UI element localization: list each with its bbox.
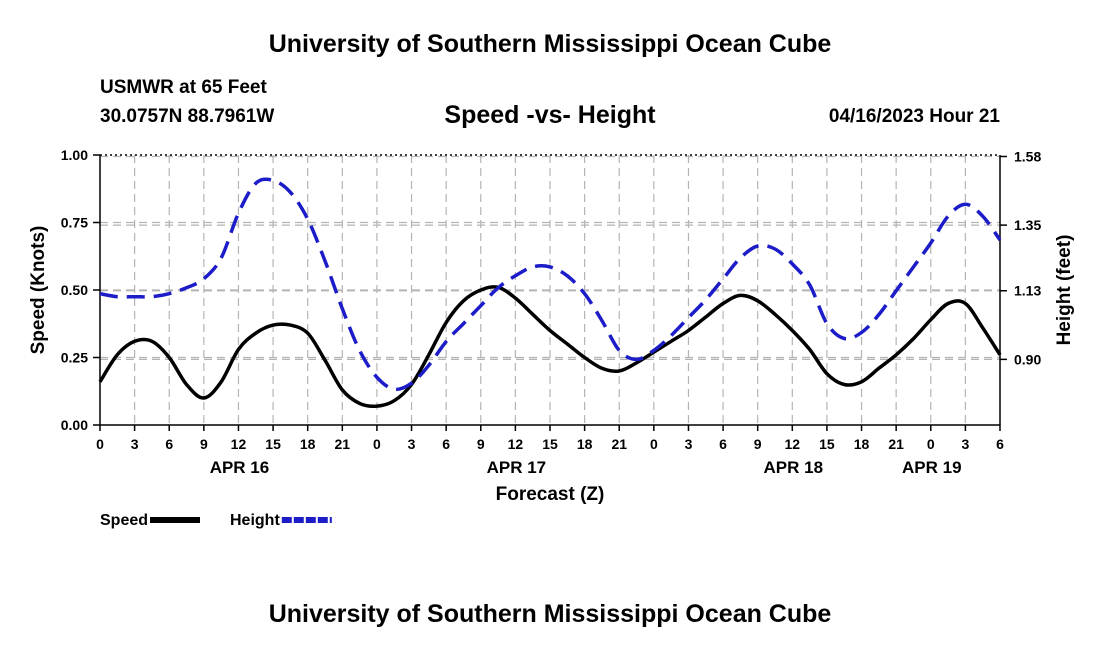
y2-tick-label: 1.13 <box>1014 283 1041 299</box>
x-tick-label: 21 <box>611 436 627 452</box>
series-line-height <box>99 177 1002 392</box>
x-tick-label: 9 <box>200 436 208 452</box>
y-tick-label: 0.75 <box>61 215 88 231</box>
x-tick-label: 0 <box>96 436 104 452</box>
y-axis-title: Speed (Knots) <box>28 226 49 355</box>
x-tick-label: 0 <box>650 436 658 452</box>
x-tick-label: 3 <box>408 436 416 452</box>
y2-tick-label: 1.35 <box>1014 217 1041 233</box>
forecast-datetime: 04/16/2023 Hour 21 <box>828 106 1000 127</box>
x-tick-label: 3 <box>961 436 969 452</box>
date-label: APR 19 <box>902 458 962 477</box>
axes <box>93 154 1007 431</box>
x-tick-label: 9 <box>477 436 485 452</box>
legend: Speed Height <box>100 512 332 529</box>
footer-title: University of Southern Mississippi Ocean… <box>268 600 832 628</box>
x-tick-label: 0 <box>927 436 935 452</box>
gridlines <box>100 155 1000 425</box>
series-lines <box>98 177 1002 409</box>
x-tick-label: 18 <box>300 436 316 452</box>
x-tick-label: 15 <box>819 436 835 452</box>
y-tick-label: 1.00 <box>61 147 88 163</box>
x-axis-title: Forecast (Z) <box>496 484 605 505</box>
x-tick-label: 12 <box>785 436 801 452</box>
series-line-speed <box>98 285 1002 409</box>
chart-title: University of Southern Mississippi Ocean… <box>268 30 832 58</box>
x-tick-label: 15 <box>542 436 558 452</box>
x-tick-label: 18 <box>577 436 593 452</box>
y-tick-label: 0.25 <box>61 350 88 366</box>
x-tick-label: 6 <box>442 436 450 452</box>
station-label: USMWR at 65 Feet <box>100 77 267 98</box>
axis-labels: 0 3 6 9 12 15 18 21 0 3 6 9 12 15 18 21 0 3 6 9 12 15 18 21 0 3 6 A… <box>28 147 1075 505</box>
legend-label-speed: Speed <box>100 512 148 529</box>
x-tick-label: 21 <box>888 436 904 452</box>
y2-tick-label: 1.58 <box>1014 148 1041 164</box>
legend-label-height: Height <box>230 512 280 529</box>
x-tick-label: 3 <box>685 436 693 452</box>
y-tick-label: 0.00 <box>61 417 88 433</box>
x-tick-label: 6 <box>165 436 173 452</box>
station-coordinates: 30.0757N 88.7961W <box>100 106 275 127</box>
x-tick-label: 6 <box>719 436 727 452</box>
x-tick-label: 18 <box>854 436 870 452</box>
x-tick-label: 21 <box>335 436 351 452</box>
x-tick-label: 12 <box>508 436 524 452</box>
date-label: APR 18 <box>764 458 824 477</box>
x-tick-label: 0 <box>373 436 381 452</box>
chart-subtitle: Speed -vs- Height <box>444 101 656 129</box>
y2-axis-title: Height (feet) <box>1054 235 1075 346</box>
x-tick-label: 6 <box>996 436 1004 452</box>
date-label: APR 16 <box>210 458 270 477</box>
date-label: APR 17 <box>487 458 547 477</box>
y2-tick-label: 0.90 <box>1014 351 1041 367</box>
x-tick-label: 9 <box>754 436 762 452</box>
x-tick-label: 3 <box>131 436 139 452</box>
x-tick-label: 15 <box>265 436 281 452</box>
x-tick-label: 12 <box>231 436 247 452</box>
y-tick-label: 0.50 <box>61 282 88 298</box>
